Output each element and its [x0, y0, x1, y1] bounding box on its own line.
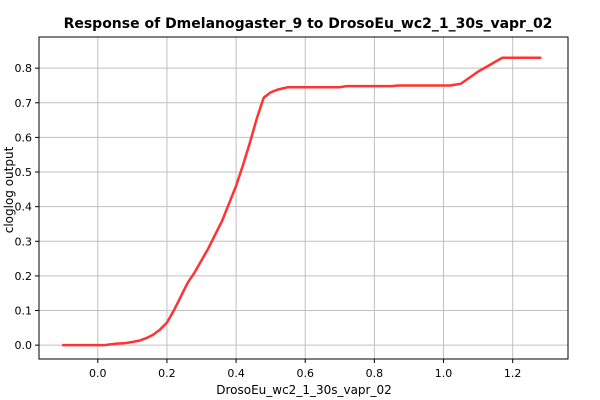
y-tick-label: 0.3	[15, 235, 33, 248]
x-tick-label: 1.2	[504, 367, 522, 380]
y-tick-label: 0.5	[15, 166, 33, 179]
x-axis-label: DrosoEu_wc2_1_30s_vapr_02	[216, 383, 392, 397]
y-tick-label: 0.7	[15, 97, 33, 110]
y-tick-label: 0.2	[15, 270, 33, 283]
series-layer	[61, 56, 542, 347]
x-tick-label: 1.0	[435, 367, 453, 380]
tick-layer: 0.0 0.2 0.4 0.6 0.8 1.0 1.2 0.0 0.1 0.2 0.3 0.4 0.5 0…	[15, 62, 522, 380]
x-tick-label: 0.6	[296, 367, 314, 380]
y-tick-label: 0.4	[15, 201, 33, 214]
y-axis-label: cloglog output	[2, 146, 16, 233]
y-tick-label: 0.1	[15, 305, 33, 318]
series-line-response	[61, 56, 542, 347]
chart-title: Response of Dmelanogaster_9 to DrosoEu_w…	[64, 16, 553, 32]
y-tick-label: 0.0	[15, 339, 33, 352]
x-tick-label: 0.2	[158, 367, 176, 380]
plot-frame	[38, 36, 569, 360]
x-tick-label: 0.4	[227, 367, 245, 380]
grid-layer	[39, 37, 568, 359]
x-tick-label: 0.0	[89, 367, 107, 380]
y-tick-label: 0.8	[15, 62, 33, 75]
y-tick-label: 0.6	[15, 131, 33, 144]
x-tick-label: 0.8	[366, 367, 384, 380]
